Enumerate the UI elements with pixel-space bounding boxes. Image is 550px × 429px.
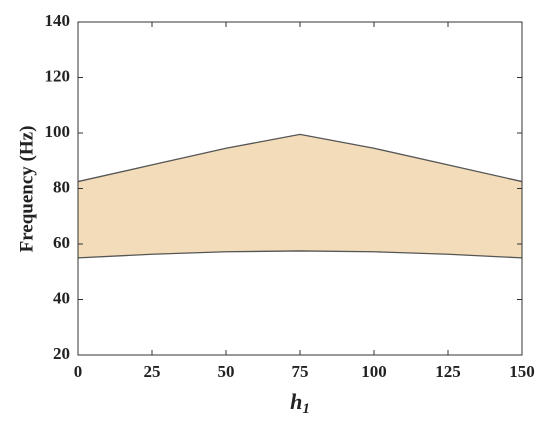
y-tick-label: 60	[53, 233, 70, 252]
y-tick-label: 40	[53, 288, 70, 307]
band-fill	[78, 134, 522, 258]
x-tick-label: 25	[144, 362, 161, 381]
y-tick-label: 140	[45, 11, 71, 30]
x-tick-label: 75	[292, 362, 309, 381]
y-tick-label: 100	[45, 122, 71, 141]
x-label-main: h	[290, 389, 302, 414]
x-tick-label: 0	[74, 362, 83, 381]
band-edge	[77, 133, 523, 183]
y-tick-label: 120	[45, 66, 71, 85]
x-tick-label: 50	[218, 362, 235, 381]
y-tick-label: 20	[53, 344, 70, 363]
x-tick-label: 125	[435, 362, 461, 381]
x-tick-label: 100	[361, 362, 387, 381]
band-edge	[77, 250, 523, 259]
y-axis-label: Frequency (Hz)	[16, 126, 37, 253]
x-axis-label: h1	[290, 389, 310, 417]
x-tick-label: 150	[509, 362, 535, 381]
x-label-subscript: 1	[302, 401, 310, 417]
y-tick-label: 80	[53, 177, 70, 196]
